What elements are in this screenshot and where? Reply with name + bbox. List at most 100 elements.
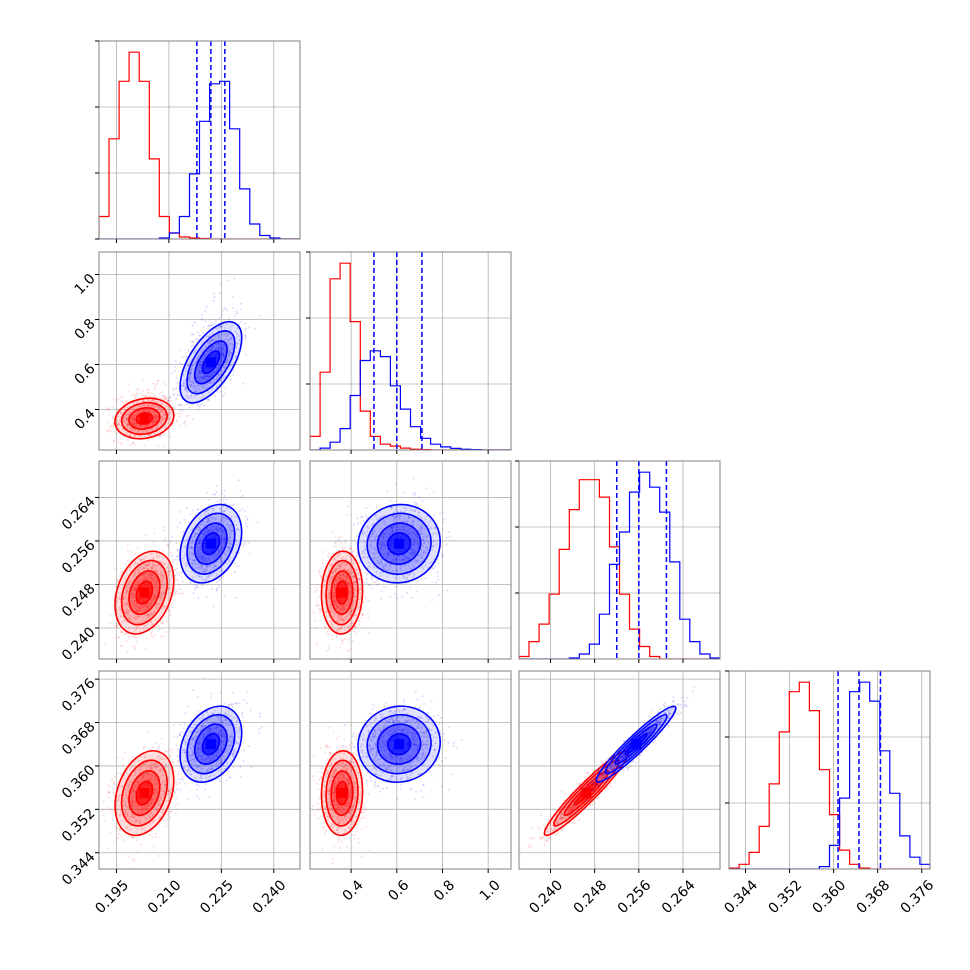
scatter-point [348, 642, 351, 645]
scatter-point [398, 515, 401, 518]
scatter-point [338, 549, 341, 552]
scatter-point [358, 624, 361, 627]
scatter-point [417, 542, 420, 545]
scatter-point [368, 545, 371, 548]
contour-line [325, 559, 359, 626]
scatter-point [125, 587, 128, 590]
scatter-point [376, 519, 379, 522]
scatter-point [206, 350, 209, 353]
scatter-point [391, 527, 394, 530]
scatter-point [136, 605, 139, 608]
scatter-point [417, 538, 419, 540]
scatter-point [375, 559, 378, 562]
scatter-point [131, 408, 134, 411]
scatter-point [402, 528, 405, 531]
scatter-point [393, 555, 396, 558]
scatter-point [220, 326, 223, 329]
scatter-point [156, 606, 158, 609]
scatter-point [232, 504, 235, 507]
scatter-point [123, 602, 126, 605]
scatter-point [363, 556, 366, 559]
scatter-point [351, 621, 354, 624]
scatter-point [188, 554, 191, 557]
scatter-point [117, 612, 120, 615]
scatter-point [426, 548, 428, 551]
scatter-point [188, 406, 191, 409]
scatter-point [201, 561, 204, 563]
scatter-point [199, 364, 202, 367]
scatter-point [366, 556, 369, 559]
scatter-point [379, 562, 382, 565]
scatter-point [148, 404, 150, 407]
panel-frame [309, 460, 512, 660]
scatter-point [409, 571, 412, 574]
scatter-point [133, 421, 136, 424]
scatter-point [389, 595, 392, 598]
scatter-point [142, 405, 145, 408]
scatter-point [405, 578, 408, 581]
scatter-point [149, 604, 152, 607]
scatter-point [221, 528, 224, 531]
scatter-point [117, 636, 120, 639]
density-peak [394, 538, 405, 549]
scatter-point [190, 542, 193, 545]
scatter-point [394, 592, 397, 595]
scatter-point [179, 570, 182, 573]
scatter-point [399, 513, 401, 516]
scatter-point [169, 591, 172, 594]
scatter-point [348, 602, 350, 605]
scatter-point [338, 610, 341, 613]
scatter-point [337, 616, 339, 619]
scatter-point [199, 553, 201, 556]
scatter-point [370, 540, 373, 543]
scatter-point [196, 338, 199, 341]
scatter-point [216, 529, 218, 532]
scatter-point [151, 596, 154, 599]
scatter-point [420, 578, 423, 581]
scatter-point [139, 605, 142, 608]
scatter-point [204, 579, 207, 582]
scatter-point [128, 412, 131, 414]
scatter-point [340, 616, 343, 619]
scatter-point [341, 556, 344, 559]
scatter-point [417, 511, 420, 514]
scatter-point [129, 426, 132, 429]
scatter-point [348, 571, 351, 574]
scatter-point [199, 334, 202, 337]
scatter-point [215, 587, 218, 590]
scatter-point [222, 518, 225, 521]
scatter-point [375, 551, 378, 554]
scatter-point [196, 403, 199, 406]
scatter-point [334, 568, 337, 571]
scatter-point [199, 361, 202, 363]
scatter-point [191, 563, 194, 566]
scatter-point [204, 375, 206, 378]
scatter-point [151, 598, 154, 601]
scatter-point [209, 339, 212, 342]
scatter-point [123, 408, 126, 411]
scatter-point [125, 602, 128, 605]
scatter-point [160, 408, 163, 411]
scatter-point [151, 423, 154, 426]
scatter-point [197, 552, 199, 555]
scatter-point [304, 626, 306, 628]
scatter-point [163, 607, 166, 610]
scatter-point [334, 600, 337, 603]
scatter-point [382, 542, 385, 544]
scatter-point [206, 341, 209, 344]
scatter-point [426, 535, 429, 538]
scatter-point [379, 574, 382, 577]
scatter-point [159, 435, 162, 438]
scatter-point [172, 595, 175, 597]
scatter-point [184, 386, 187, 389]
scatter-point [123, 402, 126, 405]
scatter-point [420, 560, 423, 563]
scatter-point [131, 621, 134, 624]
scatter-point [342, 578, 345, 581]
scatter-point [166, 400, 169, 403]
scatter-point [403, 555, 406, 558]
scatter-point [193, 321, 196, 324]
scatter-point [193, 390, 196, 393]
scatter-point [188, 396, 191, 399]
scatter-point [234, 314, 237, 317]
